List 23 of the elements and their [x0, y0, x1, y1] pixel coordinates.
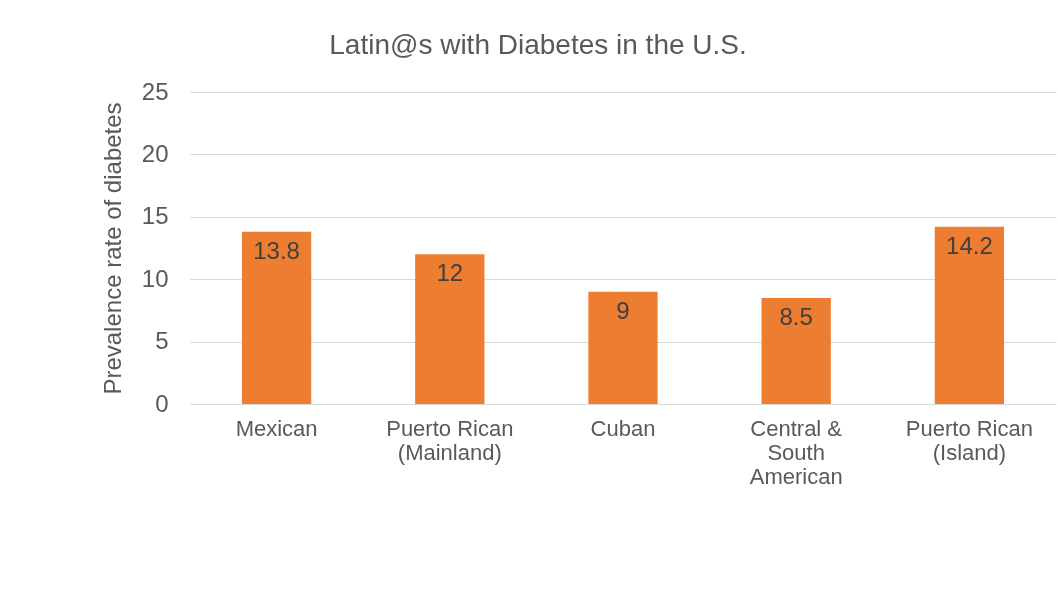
bar: [934, 226, 1005, 404]
x-tick-label: Puerto Rican (Mainland): [386, 415, 514, 465]
y-tick-label: 25: [141, 77, 169, 105]
bar: [415, 254, 485, 404]
data-label: 14.2: [946, 231, 993, 259]
bar: [588, 291, 658, 404]
y-axis-title: Prevalence rate of diabetes: [98, 102, 126, 395]
x-tick-label: Cuban: [590, 415, 656, 441]
bar: [241, 231, 312, 404]
bar: [761, 297, 831, 404]
y-tick-label: 15: [141, 202, 169, 230]
x-tick-label: Puerto Rican (Island): [905, 415, 1033, 465]
y-tick-label: 20: [141, 139, 169, 167]
y-tick-label: 5: [155, 327, 169, 355]
x-tick-label: Mexican: [235, 415, 318, 441]
data-label: 9: [616, 296, 630, 324]
data-label: 8.5: [779, 302, 813, 330]
y-tick-label: 10: [141, 264, 169, 292]
data-label: 13.8: [253, 236, 300, 264]
y-tick-label: 0: [155, 389, 169, 417]
chart-title: Latin@s with Diabetes in the U.S.: [329, 29, 747, 60]
data-label: 12: [436, 259, 464, 287]
x-tick-label: Central & South American: [749, 415, 843, 489]
